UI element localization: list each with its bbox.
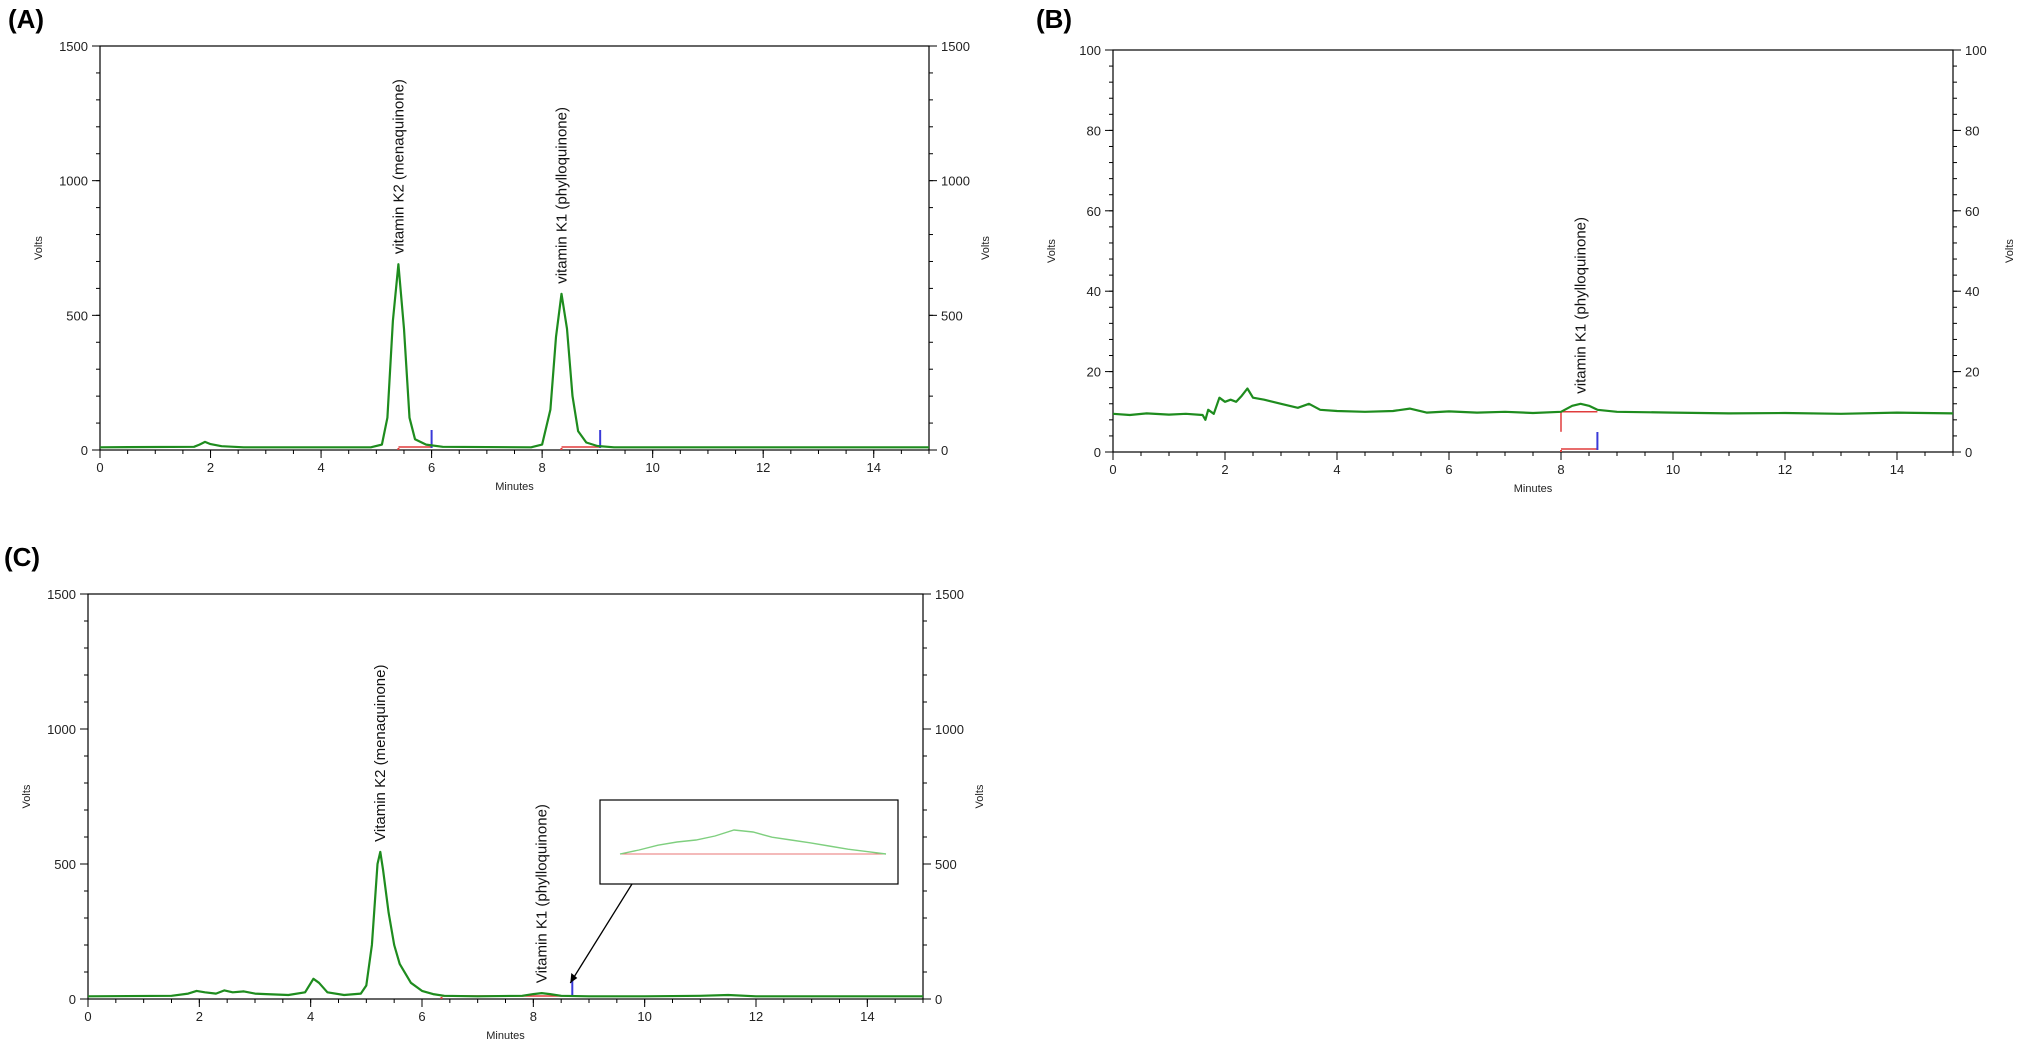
peak-annotation: vitamin K1 (phylloquinone) <box>553 107 570 284</box>
x-tick-label: 6 <box>1445 462 1452 477</box>
peak-annotation: vitamin K2 (menaquinone) <box>390 79 407 254</box>
chromatogram-trace <box>1112 387 1954 421</box>
x-axis-title: Minutes <box>495 481 534 493</box>
panel-label-b: (B) <box>1036 4 1073 34</box>
y-right-tick-label: 500 <box>935 857 957 872</box>
y-tick-label: 20 <box>1087 365 1101 380</box>
x-tick-label: 12 <box>1778 462 1792 477</box>
panel-label-c: (C) <box>4 542 41 572</box>
y-right-tick-label: 80 <box>1965 123 1979 138</box>
x-tick-label: 10 <box>645 460 659 475</box>
y-tick-label: 500 <box>54 857 76 872</box>
x-tick-label: 12 <box>749 1009 763 1024</box>
inset-box <box>599 799 899 885</box>
y-right-tick-label: 500 <box>941 308 963 323</box>
x-tick-label: 0 <box>96 460 103 475</box>
y-tick-label: 500 <box>66 308 88 323</box>
y-axis-title: Volts <box>1046 239 1058 263</box>
y-tick-label: 1500 <box>47 587 76 602</box>
y-right-tick-label: 1000 <box>935 722 964 737</box>
x-tick-label: 8 <box>539 460 546 475</box>
chromatogram-trace <box>99 263 929 449</box>
y-tick-label: 0 <box>81 443 88 458</box>
panel-label-a: (A) <box>8 4 45 34</box>
x-tick-label: 6 <box>418 1009 425 1024</box>
y-tick-label: 0 <box>69 992 76 1007</box>
y-axis-title-right: Volts <box>2004 239 2016 263</box>
x-tick-label: 0 <box>1109 462 1116 477</box>
x-tick-label: 10 <box>1666 462 1680 477</box>
y-axis-title-right: Volts <box>980 236 992 260</box>
x-tick-label: 4 <box>307 1009 314 1024</box>
x-tick-label: 2 <box>1221 462 1228 477</box>
y-tick-label: 80 <box>1087 123 1101 138</box>
x-tick-label: 0 <box>84 1009 91 1024</box>
x-tick-label: 6 <box>428 460 435 475</box>
x-tick-label: 4 <box>1333 462 1340 477</box>
y-tick-label: 60 <box>1087 204 1101 219</box>
x-tick-label: 14 <box>866 460 880 475</box>
plot-frame <box>87 593 924 1000</box>
x-tick-label: 14 <box>860 1009 874 1024</box>
x-axis-title: Minutes <box>1514 483 1553 495</box>
inset-trace <box>619 829 887 855</box>
x-tick-label: 2 <box>196 1009 203 1024</box>
y-tick-label: 100 <box>1079 43 1101 58</box>
x-tick-label: 4 <box>317 460 324 475</box>
y-right-tick-label: 100 <box>1965 43 1987 58</box>
y-right-tick-label: 1500 <box>935 587 964 602</box>
chromatogram-trace <box>87 850 923 998</box>
y-tick-label: 40 <box>1087 284 1101 299</box>
x-tick-label: 14 <box>1890 462 1904 477</box>
y-right-tick-label: 0 <box>935 992 942 1007</box>
y-right-tick-label: 0 <box>1965 445 1972 460</box>
peak-annotation: vitamin K1 (phylloquinone) <box>1573 217 1590 394</box>
plot-frame <box>99 45 930 451</box>
inset-pointer-arrowhead <box>570 973 578 983</box>
peak-annotation: Vitamin K2 (menaquinone) <box>372 665 389 842</box>
x-tick-label: 12 <box>756 460 770 475</box>
x-tick-label: 2 <box>207 460 214 475</box>
y-tick-label: 0 <box>1094 445 1101 460</box>
x-tick-label: 8 <box>1557 462 1564 477</box>
y-right-tick-label: 20 <box>1965 365 1979 380</box>
peak-annotation: Vitamin K1 (phylloquinone) <box>534 804 551 983</box>
y-tick-label: 1000 <box>59 174 88 189</box>
x-axis-title: Minutes <box>486 1030 525 1042</box>
y-right-tick-label: 40 <box>1965 284 1979 299</box>
plot-frame <box>1112 49 1954 453</box>
x-tick-label: 8 <box>530 1009 537 1024</box>
y-right-tick-label: 60 <box>1965 204 1979 219</box>
x-tick-label: 10 <box>637 1009 651 1024</box>
y-tick-label: 1500 <box>59 39 88 54</box>
y-tick-label: 1000 <box>47 722 76 737</box>
y-right-tick-label: 0 <box>941 443 948 458</box>
y-axis-title: Volts <box>21 784 33 808</box>
y-right-tick-label: 1000 <box>941 174 970 189</box>
inset-pointer-line <box>569 883 633 984</box>
y-axis-title-right: Volts <box>974 784 986 808</box>
y-right-tick-label: 1500 <box>941 39 970 54</box>
y-axis-title: Volts <box>33 236 45 260</box>
